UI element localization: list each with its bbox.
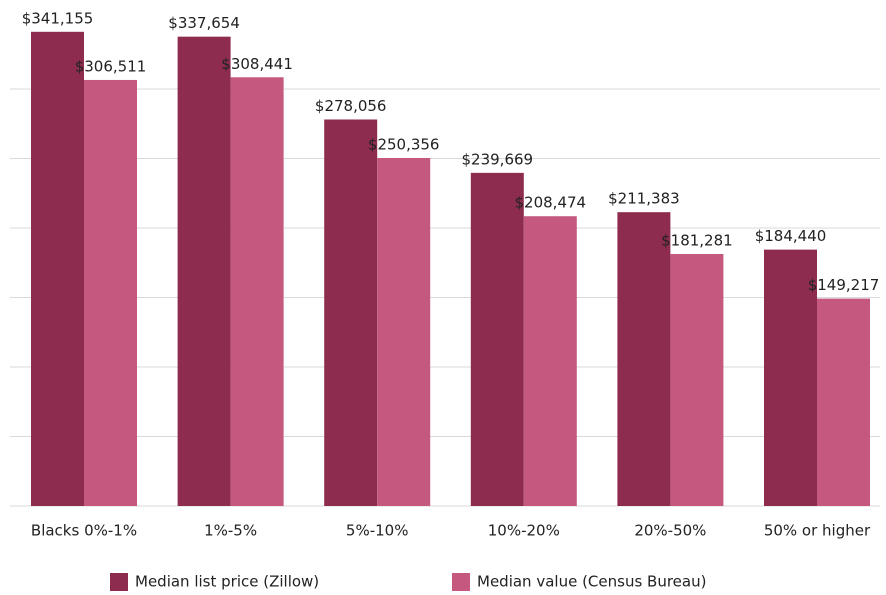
value-label: $306,511 [75, 57, 147, 75]
legend-label: Median value (Census Bureau) [477, 573, 706, 591]
x-tick-label: 50% or higher [764, 522, 871, 540]
value-label: $149,217 [808, 276, 880, 294]
bar [670, 254, 724, 506]
bar [523, 216, 577, 507]
bar [230, 77, 284, 506]
bar [764, 249, 817, 506]
bar [470, 172, 524, 506]
bar [817, 298, 870, 506]
value-label: $308,441 [221, 55, 293, 73]
value-label: $250,356 [368, 136, 440, 154]
legend-swatch [110, 573, 128, 591]
x-tick-label: 1%-5% [204, 522, 257, 540]
value-label: $239,669 [462, 150, 534, 168]
x-tick-label: Blacks 0%-1% [31, 522, 137, 540]
bar [617, 212, 671, 507]
bar [31, 31, 84, 506]
x-tick-label: 10%-20% [488, 522, 560, 540]
x-tick-label: 5%-10% [346, 522, 409, 540]
bar [377, 158, 431, 506]
value-label: $211,383 [608, 190, 680, 208]
value-label: $341,155 [22, 9, 94, 27]
bar [324, 119, 378, 506]
value-label: $337,654 [168, 14, 240, 32]
value-label: $208,474 [515, 194, 587, 212]
legend-label: Median list price (Zillow) [135, 573, 319, 591]
value-label: $181,281 [661, 232, 733, 250]
legend-swatch [452, 573, 470, 591]
x-tick-label: 20%-50% [634, 522, 706, 540]
bar [84, 79, 137, 506]
bar [177, 36, 231, 506]
value-label: $278,056 [315, 97, 387, 115]
value-label: $184,440 [755, 227, 827, 245]
